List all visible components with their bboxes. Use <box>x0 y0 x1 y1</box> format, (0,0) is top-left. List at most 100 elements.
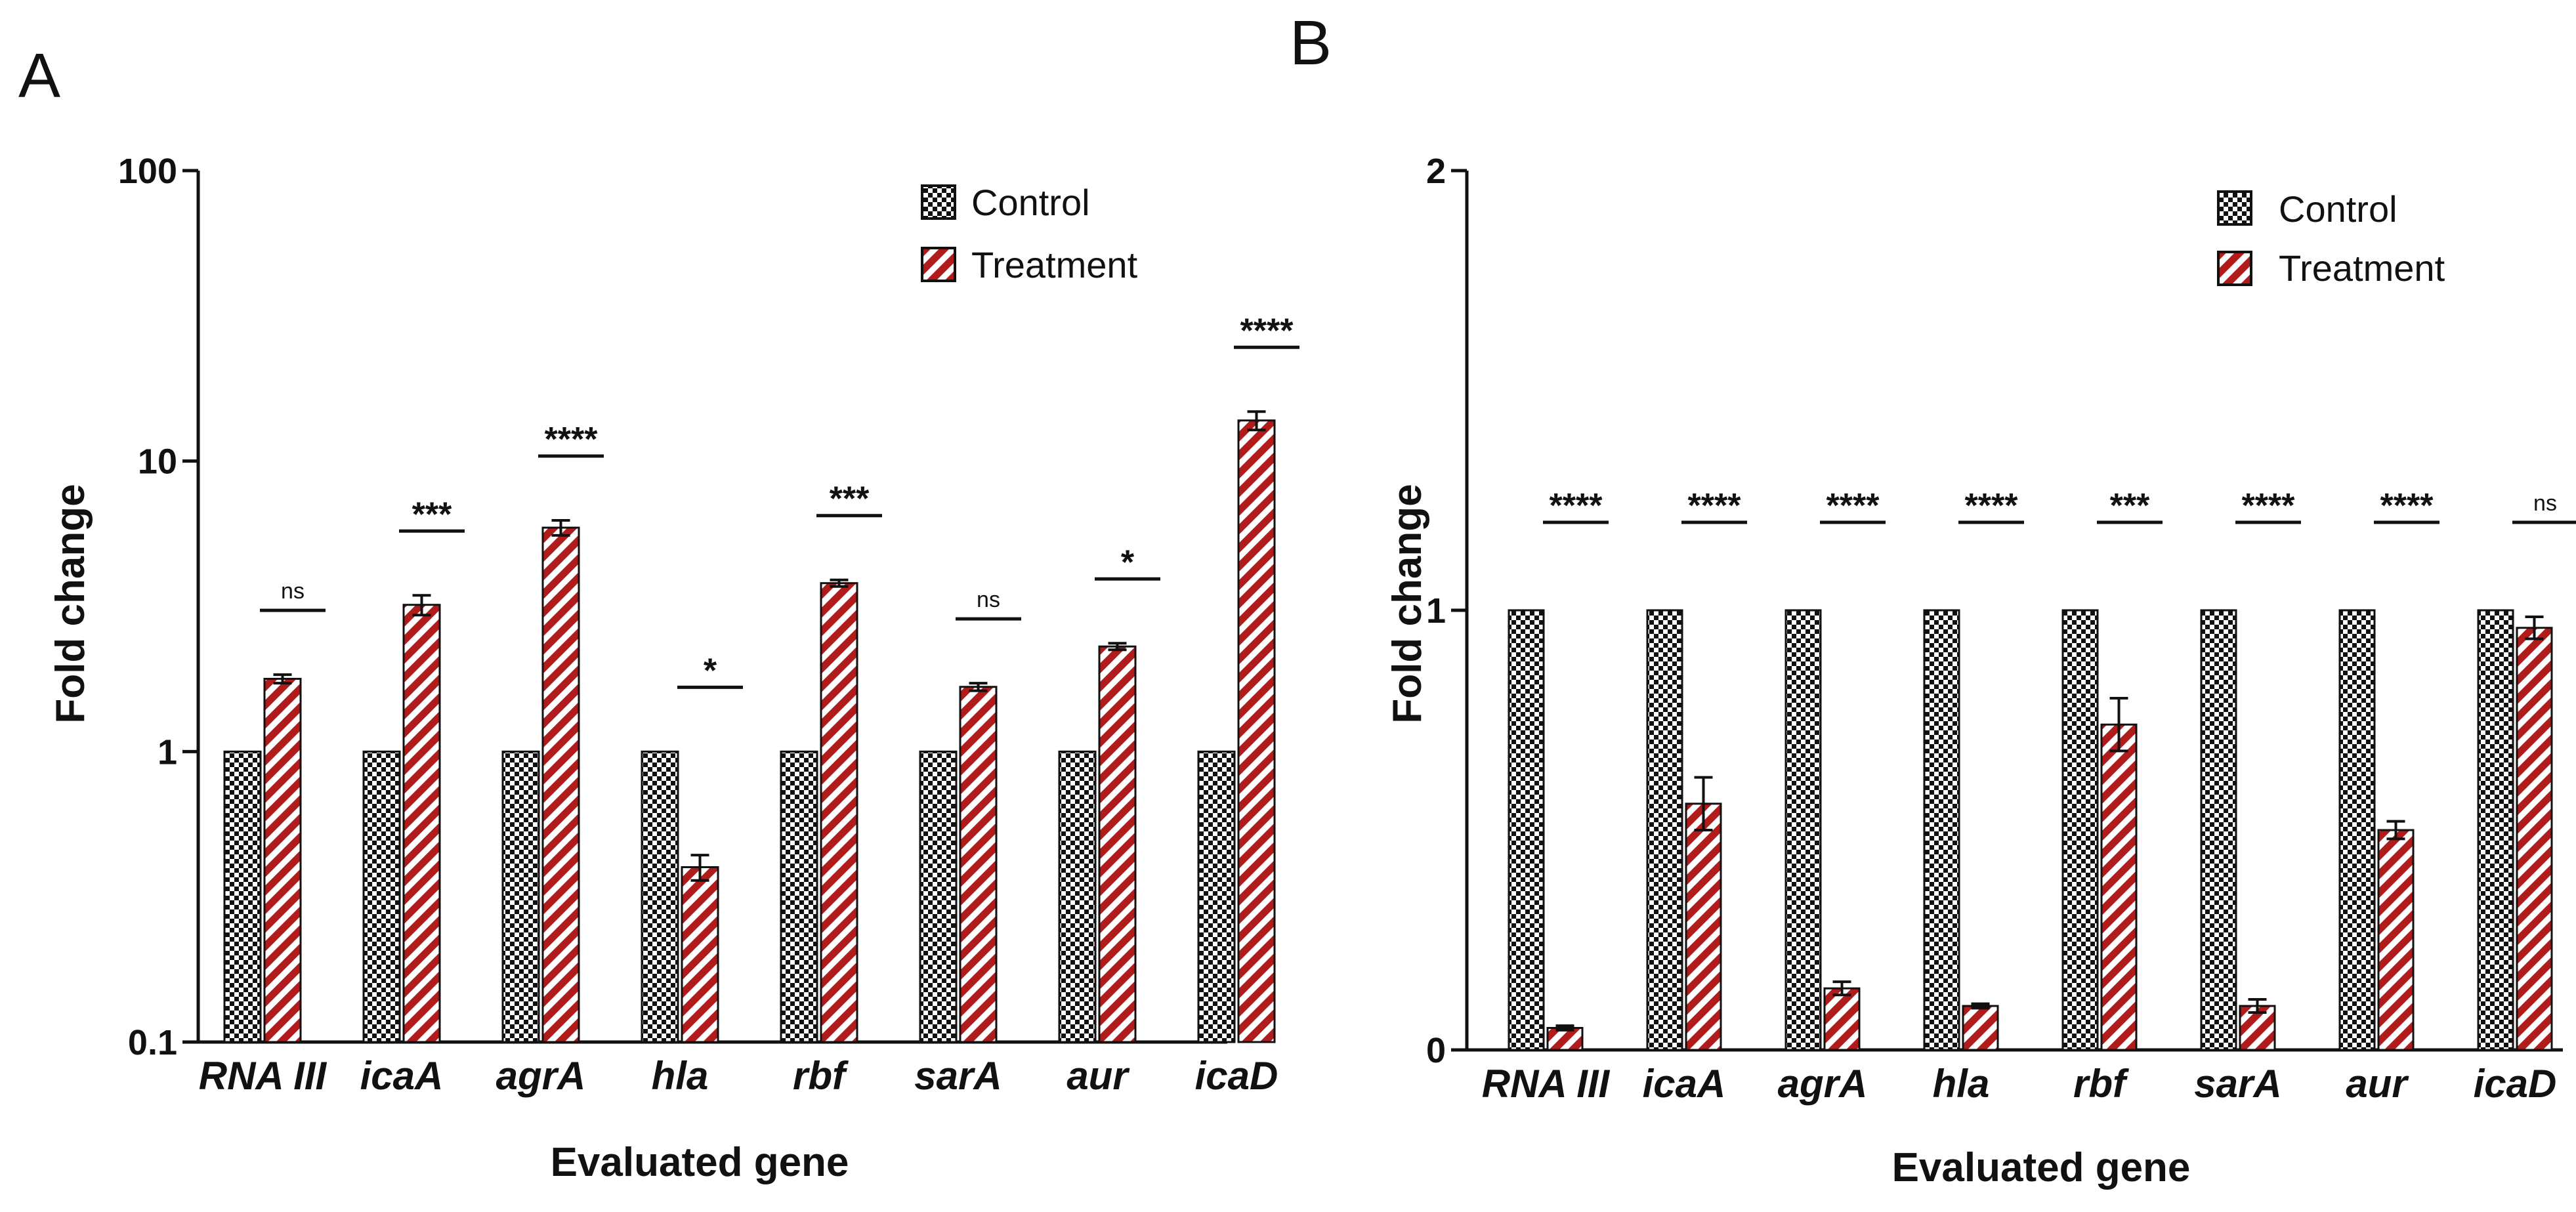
panel-b-sig-label-4: *** <box>2110 487 2150 525</box>
panel-b-y-tick-label: 2 <box>1426 152 1446 191</box>
panel-a-bar-control-6 <box>1058 750 1097 1043</box>
panel-b-bar-treatment-4 <box>2100 723 2138 1051</box>
panel-b-category-label-3: hla <box>1933 1062 1990 1106</box>
panel-a-category-label-2: agrA <box>496 1054 586 1098</box>
panel-a-bar-treatment-2 <box>541 526 580 1043</box>
panel-b-y-tick-label: 1 <box>1426 591 1446 631</box>
panel-a-sig-label-3: * <box>704 652 717 690</box>
panel-a-ylabel: Fold change <box>48 484 93 723</box>
panel-a-legend-control-label: Control <box>971 182 1090 223</box>
panel-a-y-tick-label: 10 <box>138 442 177 482</box>
panel-b-sig-label-5: **** <box>2242 487 2296 525</box>
panel-b-plot: 0 1 2 **** RNA III **** icaA **** agrA **** hla ***… <box>1426 152 2576 1106</box>
panel-b-sig-label-7: ns <box>2533 491 2557 516</box>
panel-b-ylabel: Fold change <box>1385 484 1430 723</box>
panel-a-legend: Control Treatment <box>921 182 1138 285</box>
panel-b-bar-control-5 <box>2200 609 2237 1051</box>
panel-b-category-label-5: sarA <box>2194 1062 2281 1106</box>
panel-a-legend-treatment-label: Treatment <box>971 244 1138 285</box>
panel-a-bar-control-7 <box>1197 750 1236 1043</box>
panel-a-y-tick-label: 0.1 <box>128 1023 177 1062</box>
panel-b-bar-control-1 <box>1646 609 1683 1051</box>
panel-b-bar-control-7 <box>2477 609 2514 1051</box>
panel-b-bar-control-4 <box>2061 609 2099 1051</box>
panel-a-category-label-6: aur <box>1066 1054 1130 1098</box>
panel-a-bar-control-5 <box>919 750 958 1043</box>
panel-b-sig-label-1: **** <box>1688 487 1742 525</box>
panel-b-sig-label-3: **** <box>1965 487 2019 525</box>
panel-a-category-label-1: icaA <box>360 1054 444 1098</box>
panel-b-legend: Control Treatment <box>2217 188 2445 289</box>
panel-a-error-bar-6 <box>1108 642 1127 652</box>
panel-b-sig-label-2: **** <box>1826 487 1880 525</box>
panel-a-sig-label-5: ns <box>977 587 1000 612</box>
panel-b-error-bar-6 <box>2386 820 2405 841</box>
panel-a-bar-control-0 <box>223 750 262 1043</box>
panel-b-bar-control-6 <box>2338 609 2376 1051</box>
panel-b-xlabel: Evaluated gene <box>1892 1145 2191 1190</box>
panel-a-error-bar-2 <box>551 519 570 537</box>
panel-b-error-bar-1 <box>1694 776 1713 831</box>
panel-a-error-bar-3 <box>690 854 709 882</box>
panel-a-sig-label-4: *** <box>830 480 870 518</box>
panel-b-legend-treatment-swatch <box>2217 251 2252 286</box>
panel-b-bar-treatment-2 <box>1823 987 1861 1051</box>
panel-b-error-bar-3 <box>1971 1002 1990 1010</box>
panel-b-category-label-2: agrA <box>1778 1062 1868 1106</box>
panel-b-bar-treatment-0 <box>1546 1027 1584 1051</box>
panel-b-error-bar-4 <box>2109 697 2128 753</box>
panel-b-bar-control-0 <box>1508 609 1545 1051</box>
panel-a-legend-control-swatch <box>921 184 956 220</box>
panel-b-letter: B <box>1290 8 1332 78</box>
panel-b-category-label-4: rbf <box>2073 1062 2129 1106</box>
panel-b-bar-control-2 <box>1784 609 1822 1051</box>
panel-a-letter: A <box>18 41 60 111</box>
panel-a-error-bar-4 <box>830 578 849 588</box>
panel-b-category-label-7: icaD <box>2474 1062 2557 1106</box>
panel-a-y-tick-label: 1 <box>158 732 177 772</box>
panel-a-sig-label-2: **** <box>545 421 599 459</box>
panel-a-bar-treatment-1 <box>402 604 441 1043</box>
panel-a-category-label-5: sarA <box>914 1054 1002 1098</box>
panel-a-bar-control-2 <box>501 750 540 1043</box>
panel-a-bar-control-4 <box>780 750 818 1043</box>
panel-b-legend-treatment-label: Treatment <box>2279 247 2445 289</box>
panel-b-error-bar-2 <box>1832 980 1851 997</box>
panel-b-category-label-1: icaA <box>1643 1062 1726 1106</box>
panel-b-legend-control-label: Control <box>2279 188 2397 230</box>
panel-a-error-bar-0 <box>273 673 292 685</box>
panel-a-bar-treatment-3 <box>681 866 719 1043</box>
panel-a-bar-treatment-5 <box>959 686 998 1043</box>
panel-a-bar-treatment-4 <box>820 582 858 1043</box>
panel-b-bar-treatment-7 <box>2516 627 2553 1051</box>
panel-b-sig-label-0: **** <box>1550 487 1603 525</box>
panel-a-category-label-4: rbf <box>793 1054 849 1098</box>
panel-b-error-bar-5 <box>2248 997 2267 1014</box>
panel-b-bar-treatment-3 <box>1962 1005 1999 1051</box>
panel-b-error-bar-7 <box>2525 616 2544 640</box>
panel-b: B 0 1 2 **** RNA III **** icaA **** agrA **** hla *… <box>1290 8 2576 1190</box>
panel-a-error-bar-7 <box>1247 410 1266 432</box>
panel-b-error-bar-0 <box>1555 1024 1574 1032</box>
panel-b-y-tick-label: 0 <box>1426 1031 1446 1070</box>
panel-b-sig-label-6: **** <box>2380 487 2434 525</box>
panel-a-bar-control-1 <box>362 750 401 1043</box>
panel-b-category-label-0: RNA III <box>1482 1062 1611 1106</box>
panel-a-bar-control-3 <box>641 750 679 1043</box>
panel-b-legend-control-swatch <box>2217 190 2252 226</box>
panel-a-category-label-3: hla <box>652 1054 709 1098</box>
panel-a-legend-treatment-swatch <box>921 247 956 282</box>
panel-a-error-bar-1 <box>412 594 431 617</box>
panel-a-sig-label-6: * <box>1121 543 1135 581</box>
panel-b-bar-control-3 <box>1923 609 1960 1051</box>
panel-a-bar-treatment-6 <box>1098 645 1137 1043</box>
panel-a-y-tick-label: 100 <box>118 152 177 191</box>
panel-a-sig-label-7: **** <box>1240 312 1294 350</box>
panel-a-category-label-7: icaD <box>1195 1054 1278 1098</box>
panel-a-xlabel: Evaluated gene <box>551 1140 849 1185</box>
panel-b-category-label-6: aur <box>2346 1062 2409 1106</box>
panel-b-bar-treatment-6 <box>2377 829 2415 1051</box>
